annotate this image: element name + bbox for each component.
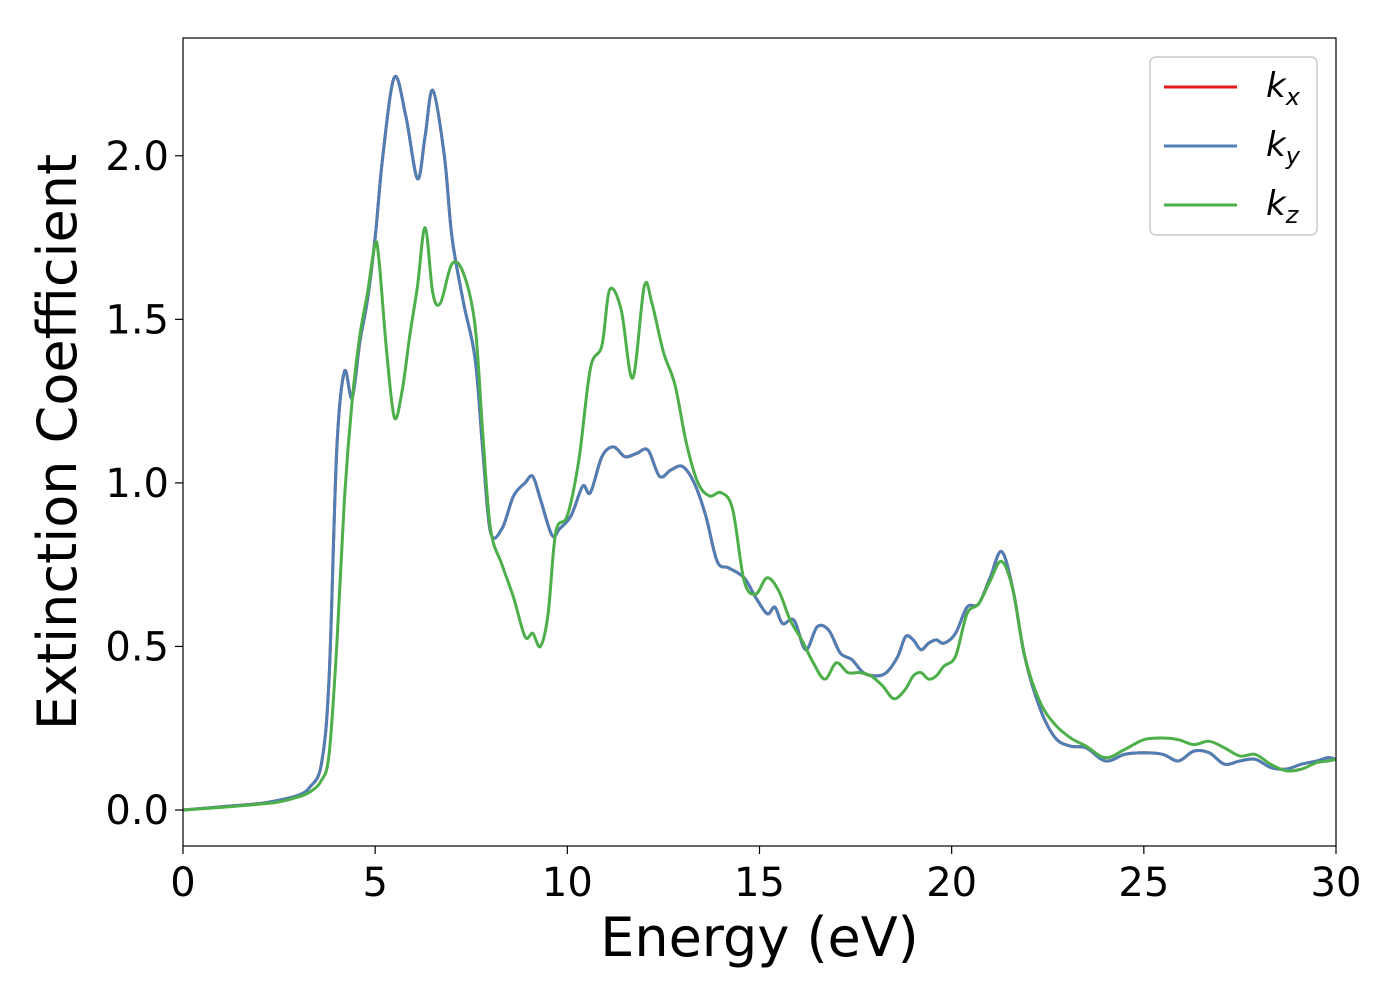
legend: kx ky kz xyxy=(1149,56,1318,236)
x-tick-label: 10 xyxy=(542,860,593,906)
y-tick-label: 0.5 xyxy=(105,624,169,670)
x-axis-ticks: 0 5 10 15 20 25 30 xyxy=(170,846,1361,906)
x-tick-label: 15 xyxy=(734,860,785,906)
legend-label-k-z: kz xyxy=(1266,184,1300,229)
y-axis-label: Extinction Coefficient xyxy=(26,154,89,730)
y-tick-label: 1.0 xyxy=(105,461,169,507)
y-tick-label: 1.5 xyxy=(105,297,169,343)
y-axis-ticks: 0.0 0.5 1.0 1.5 2.0 xyxy=(105,134,183,834)
x-tick-label: 0 xyxy=(170,860,195,906)
series-line-k-z xyxy=(183,226,1336,812)
legend-label-k-x: kx xyxy=(1266,66,1301,111)
x-tick-label: 30 xyxy=(1311,860,1362,906)
x-tick-label: 25 xyxy=(1118,860,1169,906)
legend-label-k-y: ky xyxy=(1266,125,1301,170)
y-tick-label: 0.0 xyxy=(105,788,169,834)
x-tick-label: 20 xyxy=(926,860,977,906)
y-tick-label: 2.0 xyxy=(105,134,169,180)
lines-layer xyxy=(183,74,1336,812)
series-line-k-y xyxy=(183,74,1336,812)
x-tick-label: 5 xyxy=(362,860,387,906)
x-axis-label: Energy (eV) xyxy=(600,906,919,969)
